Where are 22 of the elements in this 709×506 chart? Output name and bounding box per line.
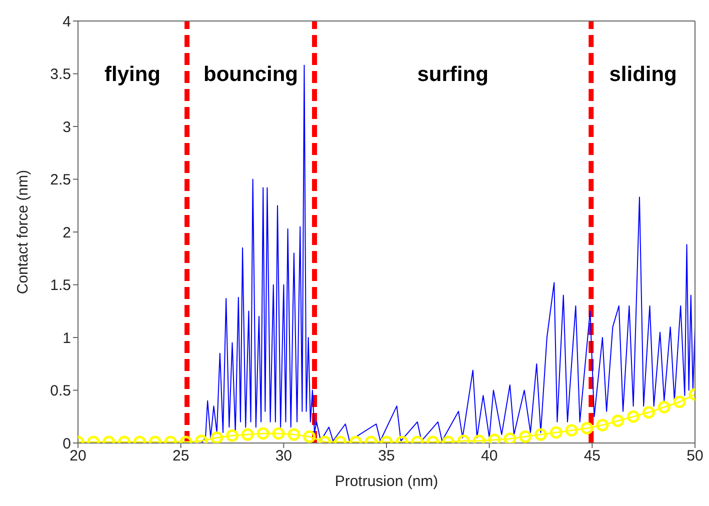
x-tick-label: 30 — [275, 448, 292, 465]
y-tick-label: 3 — [62, 118, 71, 136]
y-tick-label: 0 — [62, 435, 71, 452]
y-tick-label: 0.5 — [50, 382, 71, 400]
y-tick-label: 2.5 — [50, 172, 71, 189]
y-axis-title: Contact force (nm) — [14, 170, 32, 294]
annotation: flying — [104, 63, 160, 86]
x-tick-label: 25 — [172, 448, 190, 465]
x-axis-title: Protrusion (nm) — [334, 473, 438, 490]
y-tick-label: 3.5 — [50, 66, 71, 84]
y-tick-label: 2 — [62, 224, 71, 242]
y-tick-label: 1 — [62, 330, 71, 347]
annotation: surfing — [417, 63, 488, 86]
y-tick-label: 1.5 — [50, 277, 71, 294]
annotation: sliding — [609, 63, 677, 86]
x-tick-label: 45 — [584, 448, 601, 465]
annotation: bouncing — [204, 63, 298, 86]
x-tick-label: 35 — [378, 448, 395, 465]
x-tick-label: 40 — [480, 448, 498, 465]
y-tick-label: 4 — [62, 13, 71, 30]
x-tick-label: 20 — [70, 448, 86, 465]
x-tick-label: 50 — [686, 448, 704, 465]
